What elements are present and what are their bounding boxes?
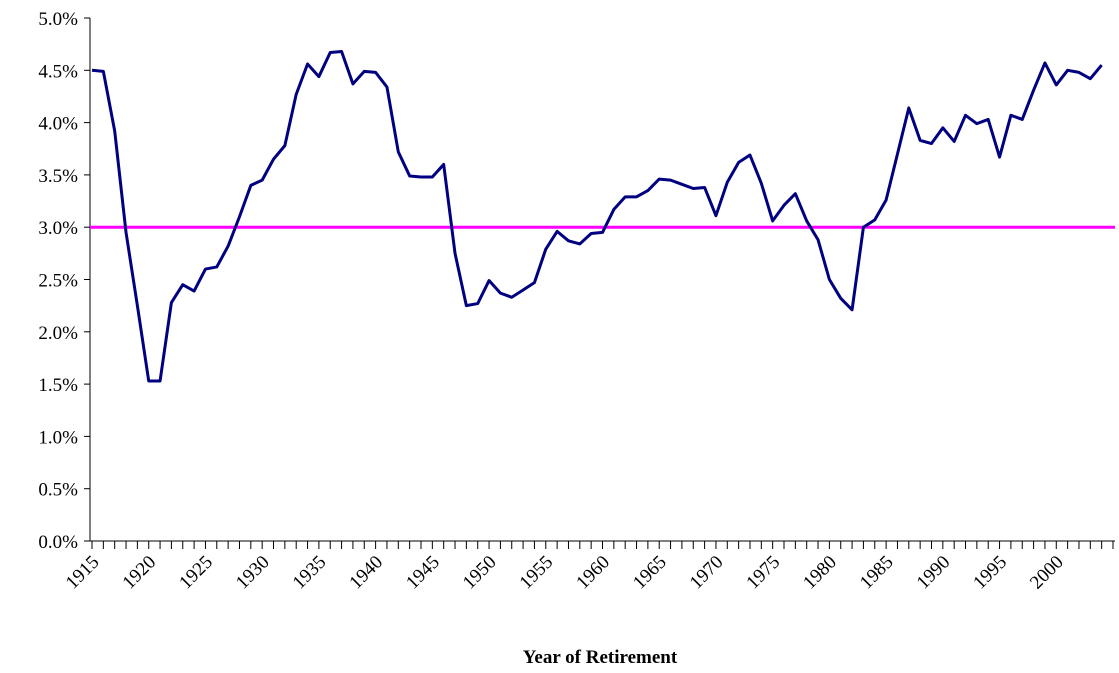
y-tick-label: 1.5%: [38, 375, 78, 396]
x-tick-label: 1980: [799, 552, 841, 594]
x-tick-label: 1950: [459, 552, 501, 594]
x-tick-label: 1915: [62, 552, 104, 594]
x-tick-label: 1985: [856, 552, 898, 594]
x-axis-title: Year of Retirement: [523, 647, 678, 668]
y-tick-label: 5.0%: [38, 9, 78, 30]
x-tick-label: 1935: [289, 552, 331, 594]
x-tick-label: 1960: [572, 552, 614, 594]
y-tick-label: 0.5%: [38, 480, 78, 501]
x-tick-label: 1920: [119, 552, 161, 594]
y-tick-label: 1.0%: [38, 427, 78, 448]
x-tick-label: 1955: [516, 552, 558, 594]
y-tick-label: 3.5%: [38, 166, 78, 187]
y-tick-label: 4.5%: [38, 61, 78, 82]
x-tick-label: 1930: [232, 552, 274, 594]
y-tick-label: 2.0%: [38, 323, 78, 344]
x-tick-label: 2000: [1026, 552, 1068, 594]
x-tick-label: 1965: [629, 552, 671, 594]
x-tick-label: 1970: [686, 552, 728, 594]
x-tick-label: 1945: [402, 552, 444, 594]
data-line: [91, 49, 1103, 383]
x-tick-label: 1995: [969, 552, 1011, 594]
y-tick-label: 3.0%: [38, 218, 78, 239]
y-tick-label: 2.5%: [38, 271, 78, 292]
y-tick-label: 0.0%: [38, 532, 78, 553]
x-tick-label: 1990: [913, 552, 955, 594]
x-tick-label: 1975: [742, 552, 784, 594]
y-tick-label: 4.0%: [38, 114, 78, 135]
x-tick-label: 1940: [345, 552, 387, 594]
x-tick-label: 1925: [175, 552, 217, 594]
